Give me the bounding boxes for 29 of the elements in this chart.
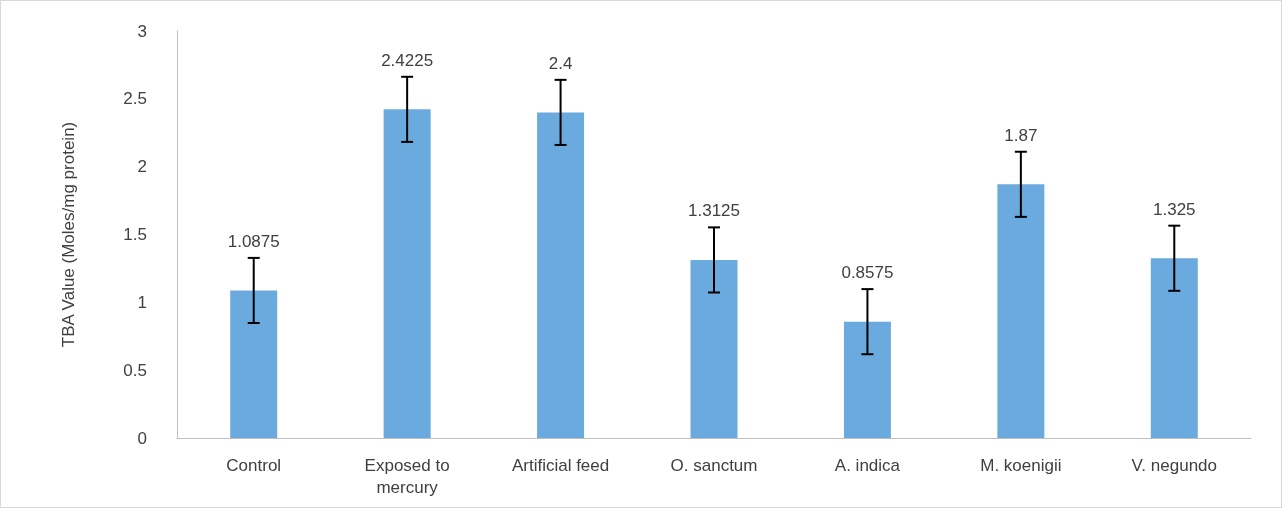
x-tick-label: M. koenigii — [980, 455, 1062, 475]
data-label: 1.325 — [1153, 199, 1196, 219]
bar — [537, 112, 585, 438]
y-tick-label: 3 — [137, 21, 147, 41]
x-tick-label: Artificial feed — [511, 455, 610, 475]
y-tick-label: 1 — [137, 292, 147, 312]
bar — [383, 109, 431, 438]
bar — [843, 321, 891, 438]
x-tick-label: Control — [226, 455, 282, 475]
y-axis-title: TBA Value (Moles/mg protein) — [59, 121, 78, 348]
data-label: 2.4225 — [381, 50, 434, 70]
bar — [1150, 258, 1198, 438]
data-label: 1.87 — [1004, 125, 1038, 145]
y-tick-label: 2.5 — [123, 89, 147, 109]
y-tick-label: 0.5 — [123, 360, 147, 380]
bar — [690, 259, 738, 438]
bar — [230, 290, 278, 438]
data-label: 0.8575 — [841, 263, 894, 283]
data-label: 2.4 — [548, 53, 573, 73]
y-tick-label: 2 — [137, 157, 147, 177]
data-label: 1.0875 — [227, 231, 280, 251]
data-label: 1.3125 — [688, 201, 740, 221]
y-tick-label: 1.5 — [123, 225, 147, 244]
bar — [997, 184, 1045, 438]
x-tick-label: Exposed to mercury — [364, 455, 450, 497]
y-tick-label: 0 — [137, 428, 147, 448]
x-tick-label: O. sanctum — [670, 455, 758, 475]
x-tick-label: V. negundo — [1131, 455, 1217, 475]
x-tick-label: A. indica — [834, 455, 901, 475]
